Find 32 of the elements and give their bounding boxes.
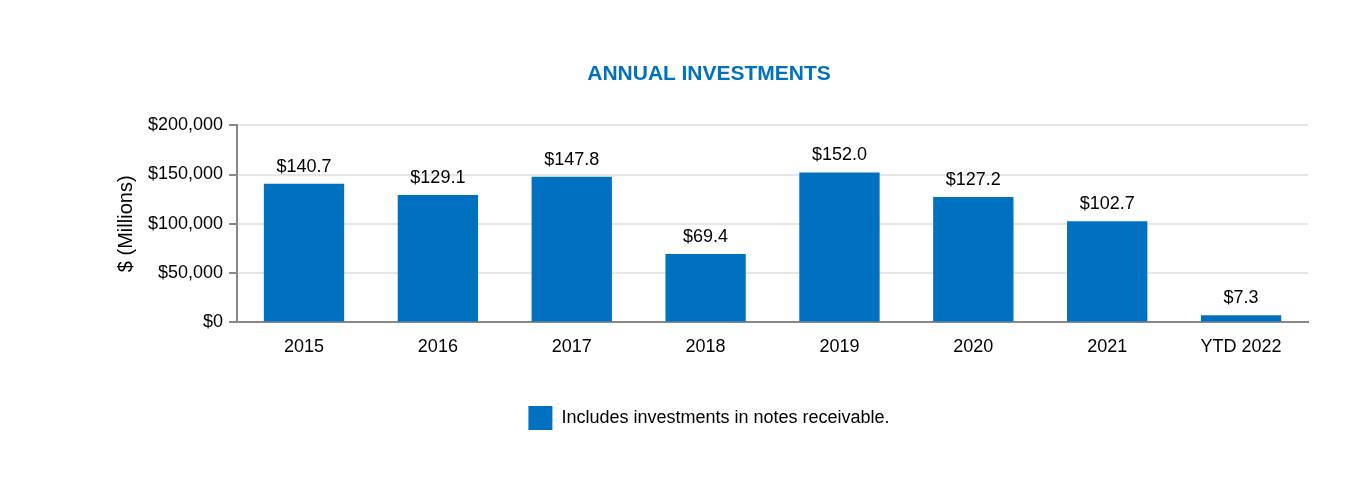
y-tick-label: $50,000 xyxy=(158,262,224,283)
bar xyxy=(397,195,479,322)
annotation: $7.3 xyxy=(1223,287,1259,308)
bar xyxy=(933,196,1014,322)
y-axis-title: $ (Millions) xyxy=(113,175,136,273)
x-tick-label: 2019 xyxy=(819,336,860,357)
x-tick-label: YTD 2022 xyxy=(1200,336,1282,357)
annotation: $152.0 xyxy=(811,144,867,165)
chart-title: ANNUAL INVESTMENTS xyxy=(587,61,831,85)
x-tick-label: 2015 xyxy=(283,336,325,357)
x-tick-label: 2017 xyxy=(551,336,592,357)
annotation: $147.8 xyxy=(544,148,600,169)
annotation: $102.7 xyxy=(1079,193,1135,214)
bar xyxy=(799,172,880,322)
bar xyxy=(665,253,746,322)
annotation: $127.2 xyxy=(945,168,1001,189)
x-tick-label: 2021 xyxy=(1087,336,1128,357)
bar xyxy=(1200,315,1282,322)
y-tick-label: $200,000 xyxy=(148,114,224,135)
bar xyxy=(263,183,345,322)
x-tick-label: 2020 xyxy=(953,336,994,357)
y-tick-label: $150,000 xyxy=(148,163,224,184)
bar xyxy=(531,176,612,322)
y-tick-label: $100,000 xyxy=(148,212,224,233)
x-tick-label: 2016 xyxy=(417,336,458,357)
annotation: $129.1 xyxy=(410,167,466,188)
y-tick-label: $0 xyxy=(203,311,224,332)
x-tick-label: 2018 xyxy=(685,336,726,357)
annotation: $140.7 xyxy=(276,155,332,176)
annotation: $69.4 xyxy=(683,225,729,246)
legend-label: Includes investments in notes receivable. xyxy=(561,406,890,427)
bar xyxy=(1067,221,1148,322)
